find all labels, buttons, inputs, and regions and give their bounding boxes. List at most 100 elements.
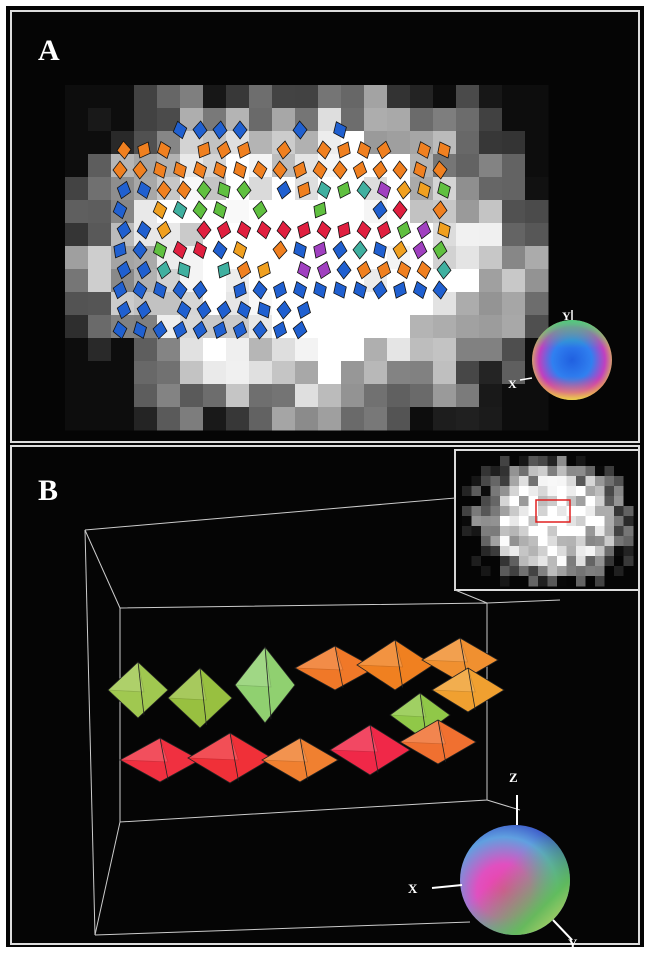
image-pixel (249, 407, 273, 431)
image-pixel (65, 177, 89, 201)
image-pixel (456, 108, 480, 132)
image-pixel (479, 108, 503, 132)
image-pixel (595, 466, 605, 477)
image-pixel (605, 496, 615, 507)
axis-label: Y (562, 309, 571, 323)
image-pixel (548, 496, 558, 507)
image-pixel (510, 476, 520, 487)
image-pixel (481, 556, 491, 567)
image-pixel (387, 338, 411, 362)
image-pixel (456, 361, 480, 385)
image-pixel (576, 556, 586, 567)
image-pixel (364, 108, 388, 132)
image-pixel (576, 536, 586, 547)
image-pixel (88, 200, 112, 224)
image-pixel (525, 292, 549, 316)
image-pixel (318, 407, 342, 431)
image-pixel (614, 556, 624, 567)
image-pixel (65, 154, 89, 178)
image-pixel (614, 526, 624, 537)
image-pixel (595, 526, 605, 537)
image-pixel (456, 223, 480, 247)
image-pixel (456, 154, 480, 178)
image-pixel (548, 546, 558, 557)
image-pixel (318, 384, 342, 408)
image-pixel (548, 576, 558, 587)
image-pixel (433, 338, 457, 362)
image-pixel (576, 476, 586, 487)
image-pixel (605, 486, 615, 497)
image-pixel (364, 361, 388, 385)
image-pixel (538, 456, 548, 467)
image-pixel (586, 476, 596, 487)
image-pixel (500, 556, 510, 567)
image-pixel (462, 516, 472, 527)
image-pixel (567, 556, 577, 567)
image-pixel (456, 315, 480, 339)
image-pixel (65, 384, 89, 408)
image-pixel (491, 466, 501, 477)
image-pixel (586, 466, 596, 477)
image-pixel (595, 476, 605, 487)
image-pixel (249, 361, 273, 385)
image-pixel (538, 576, 548, 587)
image-pixel (624, 536, 634, 547)
image-pixel (500, 486, 510, 497)
image-pixel (410, 315, 434, 339)
image-pixel (510, 466, 520, 477)
image-pixel (624, 476, 634, 487)
image-pixel (180, 85, 204, 109)
image-pixel (510, 576, 520, 587)
image-pixel (510, 486, 520, 497)
image-pixel (529, 476, 539, 487)
image-pixel (500, 576, 510, 587)
image-pixel (364, 338, 388, 362)
image-pixel (605, 466, 615, 477)
image-pixel (538, 476, 548, 487)
image-pixel (472, 576, 482, 587)
image-pixel (567, 566, 577, 577)
image-pixel (65, 269, 89, 293)
image-pixel (557, 506, 567, 517)
image-pixel (576, 546, 586, 557)
image-pixel (624, 576, 634, 587)
image-pixel (410, 384, 434, 408)
image-pixel (491, 576, 501, 587)
page: {"panels": [{"label": "A", "axes": ["Y",… (0, 0, 650, 953)
image-pixel (295, 384, 319, 408)
grayscale-image (65, 85, 549, 431)
image-pixel (111, 85, 135, 109)
image-pixel (614, 566, 624, 577)
image-pixel (65, 223, 89, 247)
image-pixel (510, 546, 520, 557)
image-pixel (525, 131, 549, 155)
image-pixel (557, 566, 567, 577)
image-pixel (88, 361, 112, 385)
image-pixel (567, 456, 577, 467)
image-pixel (500, 456, 510, 467)
image-pixel (491, 486, 501, 497)
image-pixel (548, 506, 558, 517)
orientation-sphere-shade (460, 825, 570, 935)
image-pixel (525, 154, 549, 178)
image-pixel (624, 456, 634, 467)
image-pixel (576, 526, 586, 537)
image-pixel (456, 85, 480, 109)
image-pixel (410, 361, 434, 385)
image-pixel (272, 108, 296, 132)
image-pixel (557, 536, 567, 547)
image-pixel (614, 546, 624, 557)
image-pixel (510, 526, 520, 537)
image-pixel (472, 456, 482, 467)
image-pixel (272, 384, 296, 408)
image-pixel (595, 486, 605, 497)
image-pixel (433, 407, 457, 431)
image-pixel (614, 506, 624, 517)
image-pixel (510, 566, 520, 577)
image-pixel (88, 315, 112, 339)
image-pixel (595, 496, 605, 507)
image-pixel (456, 338, 480, 362)
image-pixel (500, 546, 510, 557)
image-pixel (500, 536, 510, 547)
image-pixel (318, 315, 342, 339)
